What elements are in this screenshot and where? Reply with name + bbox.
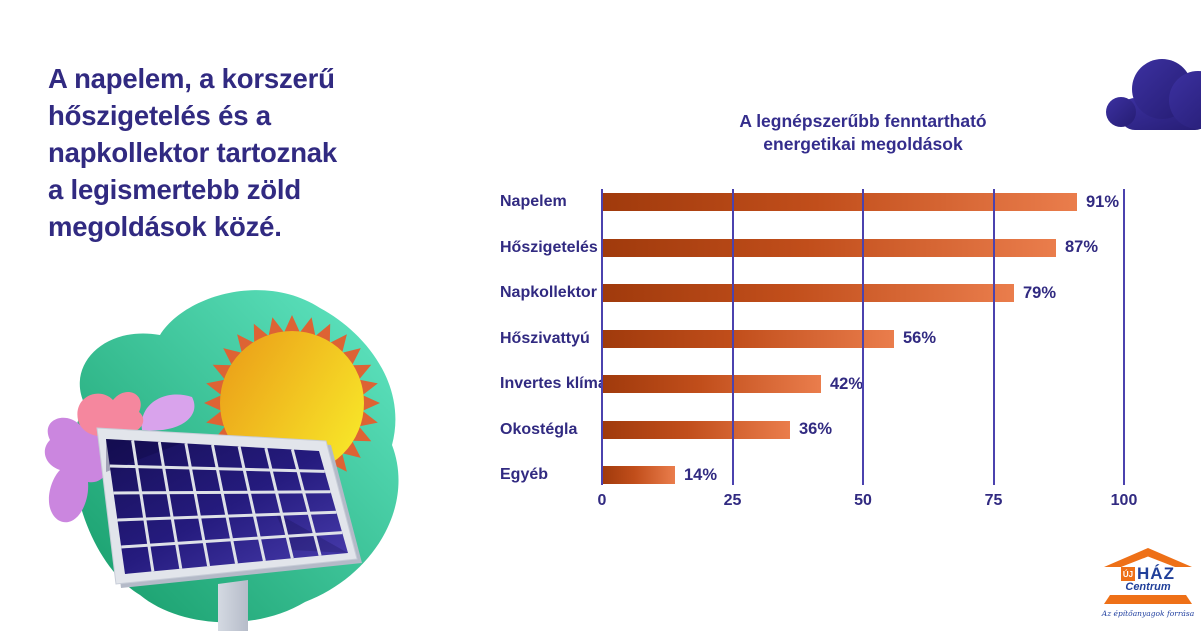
headline-line: a legismertebb zöld	[48, 174, 301, 205]
pink-leaves-icon	[77, 391, 144, 437]
x-tick-label: 25	[723, 492, 742, 509]
logo-uj-chip: ÚJ	[1121, 567, 1136, 581]
headline-line: megoldások közé.	[48, 211, 282, 242]
lavender-leaf-icon	[141, 394, 195, 431]
bar-napkollektor	[602, 284, 1014, 302]
chart-title-line: A legnépszerűbb fenntartható	[739, 111, 987, 131]
bar-category-label: Invertes klíma	[500, 375, 607, 392]
bar-category-label: Okostégla	[500, 420, 578, 438]
gridline-75	[992, 189, 995, 485]
bar-okostegla	[602, 420, 790, 439]
chart-row: Okostégla 36%	[500, 420, 833, 439]
logo-haz-text: HÁZ	[1137, 564, 1175, 583]
purple-leaves-icon	[44, 417, 108, 523]
gridline-100	[1123, 189, 1125, 485]
logo-brand-row: ÚJ HÁZ	[1121, 564, 1175, 583]
chart-row: Hőszigetelés 87%	[500, 238, 1099, 257]
bar-value-label: 91%	[1086, 192, 1120, 211]
chart-title: A legnépszerűbb fenntartható energetikai…	[602, 110, 1124, 156]
bar-category-label: Hőszivattyú	[500, 329, 590, 347]
headline-line: napkollektor tartoznak	[48, 137, 337, 168]
bar-category-label: Egyéb	[500, 466, 549, 483]
headline-text: A napelem, a korszerű hőszigetelés és a …	[48, 60, 468, 245]
panel-pole	[218, 580, 248, 631]
x-tick-label: 75	[984, 492, 1003, 509]
gridline-0	[601, 189, 603, 485]
x-tick-label: 0	[597, 492, 607, 509]
bar-napelem	[602, 193, 1077, 211]
bar-value-label: 87%	[1065, 238, 1099, 256]
gridline-50	[862, 189, 864, 485]
bar-value-label: 42%	[830, 374, 864, 393]
headline-line: hőszigetelés és a	[48, 100, 271, 131]
chart-row: Egyéb 14%	[500, 466, 717, 484]
bar-value-label: 36%	[799, 420, 833, 438]
bar-hoszigeteles	[602, 238, 1056, 257]
bar-category-label: Hőszigetelés	[500, 238, 598, 256]
chart-row: Napkollektor 79%	[500, 284, 1056, 302]
logo-tagline: Az építőanyagok forrása	[1101, 609, 1195, 618]
headline-line: A napelem, a korszerű	[48, 63, 335, 94]
gridline-25	[731, 189, 734, 485]
solar-panel-icon	[96, 427, 362, 631]
panel-grid	[109, 440, 343, 572]
bar-invertes-klima	[602, 375, 821, 393]
cloud-icon	[1106, 59, 1201, 130]
x-tick-label: 50	[854, 492, 872, 509]
panel-shadow	[106, 439, 182, 472]
chart-row: Hőszivattyú 56%	[500, 329, 937, 348]
chart-row: Napelem 91%	[500, 193, 1119, 211]
chart-title-line: energetikai megoldások	[763, 134, 963, 154]
bar-value-label: 14%	[684, 465, 718, 484]
panel-shadow	[275, 512, 348, 553]
bar-egyeb	[602, 466, 675, 484]
bar-hoszivattyu	[602, 329, 894, 348]
chart-row: Invertes klíma 42%	[500, 375, 863, 393]
bar-category-label: Napkollektor	[500, 284, 597, 301]
bar-value-label: 79%	[1023, 283, 1057, 302]
logo-base-icon	[1104, 595, 1192, 604]
solar-illustration	[44, 290, 399, 631]
logo-roof-icon	[1104, 548, 1192, 567]
logo-centrum-text: Centrum	[1125, 581, 1171, 593]
x-tick-label: 100	[1110, 492, 1138, 509]
bar-value-label: 56%	[903, 329, 937, 347]
brand-logo: ÚJ HÁZ Centrum Az építőanyagok forrása	[1102, 548, 1194, 618]
bar-category-label: Napelem	[500, 193, 567, 210]
